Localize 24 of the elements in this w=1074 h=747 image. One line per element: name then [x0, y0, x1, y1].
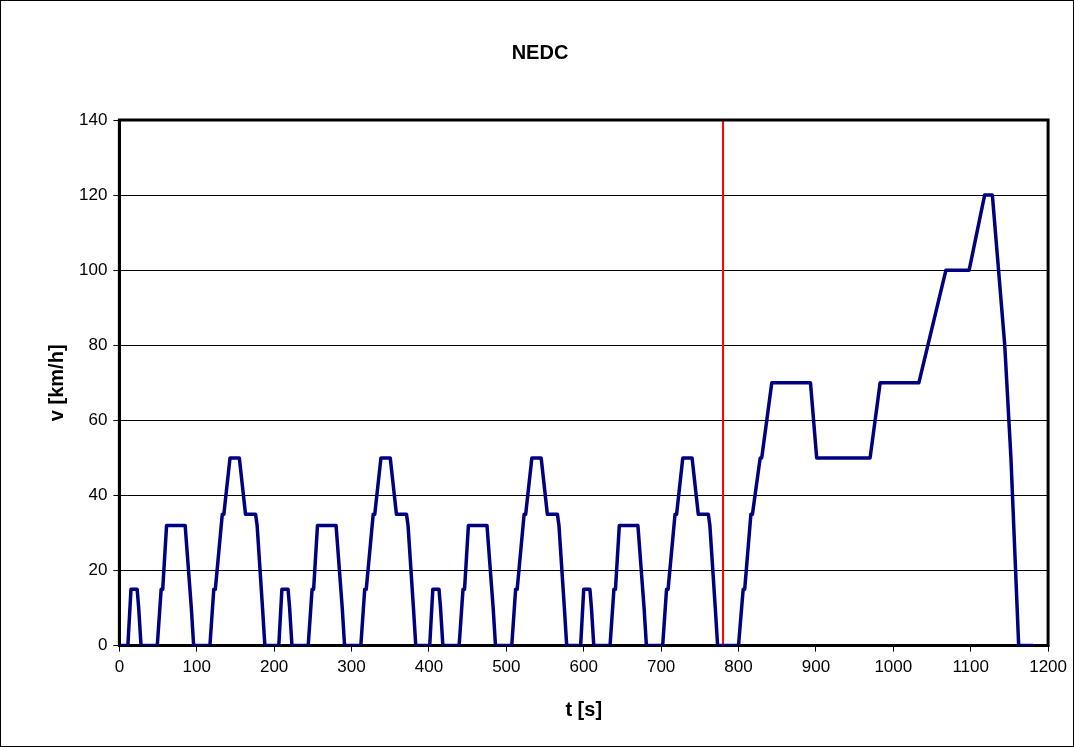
x-tick-label: 700 — [646, 657, 676, 677]
x-tick-label: 900 — [801, 657, 831, 677]
y-tick-label: 140 — [78, 109, 108, 129]
y-tick-label: 120 — [78, 184, 108, 204]
x-tick-label: 500 — [492, 657, 521, 677]
x-tick-label: 300 — [337, 657, 366, 677]
x-tick-label: 1000 — [874, 657, 913, 677]
y-tick-label: 20 — [88, 560, 108, 580]
y-tick-label: 100 — [78, 259, 108, 279]
y-tick-label: 40 — [88, 485, 108, 505]
y-tick-label: 0 — [97, 635, 108, 655]
x-tick-label: 1200 — [1029, 657, 1067, 677]
x-tick-label: 0 — [114, 657, 125, 677]
x-tick-label: 200 — [259, 657, 289, 677]
y-tick-label: 60 — [88, 410, 108, 430]
x-tick-label: 600 — [569, 657, 598, 677]
x-tick-label: 1100 — [952, 657, 989, 677]
x-tick-label: 100 — [182, 657, 211, 677]
chart-title: NEDC — [511, 40, 569, 63]
y-axis-title: v [km/h] — [44, 344, 67, 422]
x-tick-label: 400 — [414, 657, 444, 677]
x-axis-title: t [s] — [565, 697, 603, 720]
x-tick-label: 800 — [724, 657, 753, 677]
y-tick-label: 80 — [88, 334, 108, 354]
